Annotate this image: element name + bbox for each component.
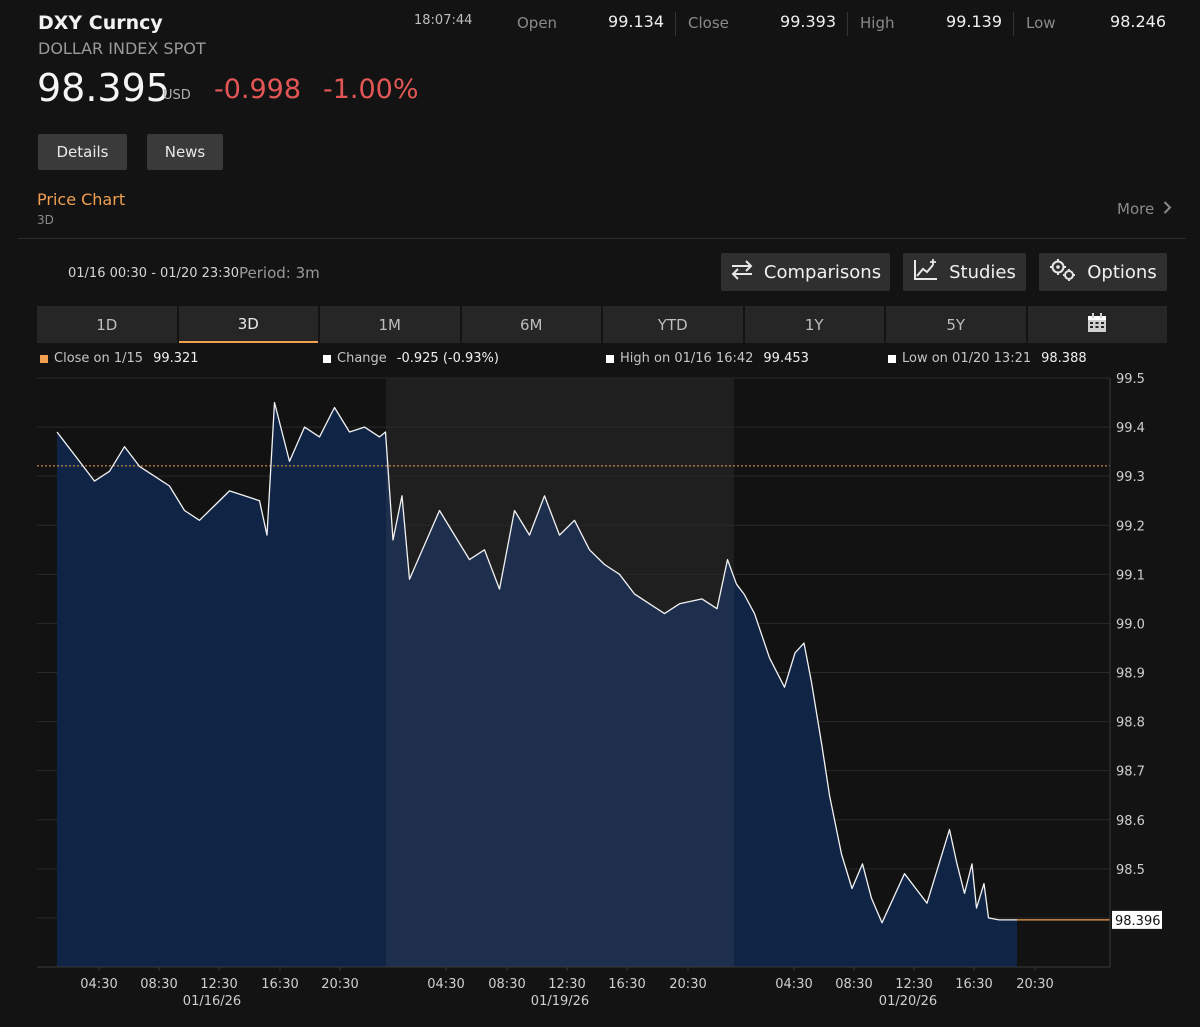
y-tick-label: 98.9 xyxy=(1116,667,1145,682)
price-line xyxy=(56,401,1017,924)
y-tick-label: 98.5 xyxy=(1116,863,1145,878)
studies-label: Studies xyxy=(949,261,1016,283)
legend-swatch xyxy=(606,354,614,363)
legend-change: Change -0.925 (-0.93%) xyxy=(323,351,499,366)
x-date-label: 01/16/26 xyxy=(183,994,241,1009)
price-currency: USD xyxy=(163,88,191,103)
tab-1y[interactable]: 1Y xyxy=(744,306,884,343)
x-date-label: 01/19/26 xyxy=(531,994,589,1009)
open-value: 99.134 xyxy=(608,12,664,31)
quote-divider xyxy=(675,12,676,36)
gears-icon xyxy=(1049,258,1077,287)
legend-high-value: 99.453 xyxy=(763,351,809,366)
studies-button[interactable]: Studies xyxy=(903,253,1026,291)
tab-1d[interactable]: 1D xyxy=(37,306,177,343)
x-tick-label: 20:30 xyxy=(669,977,706,992)
y-tick-label: 99.5 xyxy=(1116,372,1145,387)
legend-swatch xyxy=(323,354,331,363)
x-tick-label: 16:30 xyxy=(261,977,298,992)
options-button[interactable]: Options xyxy=(1039,253,1167,291)
net-change: -0.998 xyxy=(214,74,302,105)
range-tabs: 1D 3D 1M 6M YTD 1Y 5Y xyxy=(37,306,1167,343)
x-tick-label: 12:30 xyxy=(548,977,585,992)
comparisons-button[interactable]: Comparisons xyxy=(721,253,890,291)
x-tick-label: 16:30 xyxy=(608,977,645,992)
y-tick-label: 99.1 xyxy=(1116,568,1145,583)
close-label: Close xyxy=(688,14,729,32)
x-tick-label: 04:30 xyxy=(80,977,117,992)
y-tick-label: 99.0 xyxy=(1116,617,1145,632)
legend-swatch xyxy=(888,354,896,363)
security-name: DOLLAR INDEX SPOT xyxy=(38,39,206,58)
quote-time: 18:07:44 xyxy=(414,13,473,28)
legend-high: High on 01/16 16:42 99.453 xyxy=(606,351,809,366)
price-chart-title: Price Chart xyxy=(37,190,126,209)
details-button[interactable]: Details xyxy=(38,134,127,170)
more-link[interactable]: More xyxy=(1117,200,1172,218)
x-tick-label: 04:30 xyxy=(427,977,464,992)
x-tick-label: 16:30 xyxy=(955,977,992,992)
x-date-label: 01/20/26 xyxy=(879,994,937,1009)
line-chart-plus-icon xyxy=(913,258,939,286)
y-tick-label: 98.8 xyxy=(1116,716,1145,731)
x-tick-label: 20:30 xyxy=(1016,977,1053,992)
x-tick-label: 12:30 xyxy=(200,977,237,992)
legend-swatch xyxy=(40,354,48,363)
tab-3d[interactable]: 3D xyxy=(178,306,318,343)
close-value: 99.393 xyxy=(780,12,836,31)
period-label: Period: 3m xyxy=(239,264,320,282)
last-price-badge xyxy=(1112,910,1162,929)
section-divider xyxy=(18,238,1186,239)
price-chart-subtitle: 3D xyxy=(37,213,54,227)
x-tick-label: 12:30 xyxy=(895,977,932,992)
price-area-session xyxy=(386,439,734,967)
y-tick-label: 98.7 xyxy=(1116,765,1145,780)
news-button[interactable]: News xyxy=(147,134,223,170)
swap-arrows-icon xyxy=(730,259,754,285)
legend-change-label: Change xyxy=(337,351,387,366)
ticker-title: DXY Curncy xyxy=(38,12,163,34)
y-tick-label: 98.6 xyxy=(1116,814,1145,829)
tab-6m[interactable]: 6M xyxy=(461,306,601,343)
legend-low-value: 98.388 xyxy=(1041,351,1087,366)
legend-low: Low on 01/20 13:21 98.388 xyxy=(888,351,1087,366)
x-tick-label: 08:30 xyxy=(140,977,177,992)
date-range: 01/16 00:30 - 01/20 23:30 xyxy=(68,266,240,281)
tab-1m[interactable]: 1M xyxy=(320,306,460,343)
tab-calendar[interactable] xyxy=(1027,306,1167,343)
y-tick-label: 99.4 xyxy=(1116,421,1145,436)
low-value: 98.246 xyxy=(1110,12,1166,31)
last-price-badge-label: 98.396 xyxy=(1115,914,1161,929)
legend-change-value: -0.925 (-0.93%) xyxy=(396,351,499,366)
open-label: Open xyxy=(517,14,558,32)
tab-ytd[interactable]: YTD xyxy=(603,306,743,343)
quote-divider xyxy=(1013,12,1014,36)
legend-high-label: High on 01/16 16:42 xyxy=(620,351,754,366)
legend-close-value: 99.321 xyxy=(153,351,199,366)
quote-divider xyxy=(847,12,848,36)
price-chart[interactable]: 99.5 99.4 99.3 99.2 99.1 99.0 98.9 98.8 98.7 98.6… xyxy=(0,370,1200,1020)
y-tick-label: 99.2 xyxy=(1116,519,1145,534)
legend-close: Close on 1/15 99.321 xyxy=(40,351,199,366)
legend-low-label: Low on 01/20 13:21 xyxy=(902,351,1032,366)
calendar-icon xyxy=(1087,312,1107,337)
x-tick-label: 04:30 xyxy=(775,977,812,992)
chevron-right-icon xyxy=(1163,200,1172,218)
x-tick-label: 20:30 xyxy=(321,977,358,992)
tab-5y[interactable]: 5Y xyxy=(886,306,1026,343)
pct-change: -1.00% xyxy=(323,74,419,105)
more-label: More xyxy=(1117,200,1155,218)
low-label: Low xyxy=(1026,14,1056,32)
x-tick-label: 08:30 xyxy=(835,977,872,992)
comparisons-label: Comparisons xyxy=(763,261,882,283)
legend-close-label: Close on 1/15 xyxy=(54,351,144,366)
last-price: 98.395 xyxy=(37,66,170,110)
high-label: High xyxy=(860,14,895,32)
options-label: Options xyxy=(1087,261,1157,283)
high-value: 99.139 xyxy=(946,12,1002,31)
x-tick-label: 08:30 xyxy=(488,977,525,992)
y-tick-label: 99.3 xyxy=(1116,470,1145,485)
